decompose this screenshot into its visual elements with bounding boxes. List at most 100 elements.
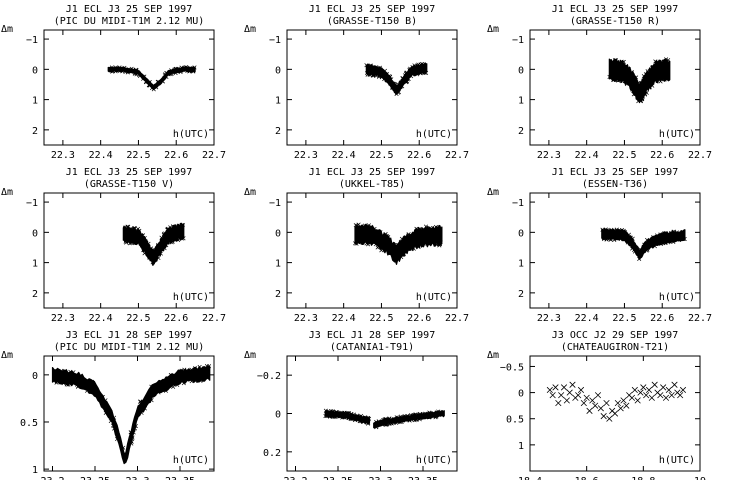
y-tick-label: −1 [269,198,281,209]
plot-frame [286,192,458,309]
x-tick-label: 23.35 [408,476,438,480]
y-tick-label: −1 [512,35,524,46]
chart-subtitle: (PIC DU MIDI-T1M 2.12 MU) [54,16,205,27]
data-point [393,82,398,87]
data-point [394,415,399,420]
data-point [137,72,142,78]
data-point [427,410,432,415]
chart-subtitle: (CATANIA1-T91) [330,342,414,353]
x-tick-label: 22.6 [650,150,674,161]
data-point [366,71,371,76]
data-point [600,413,607,420]
data-point [147,255,152,260]
data-point [614,229,619,234]
data-point [189,379,194,384]
y-axis-label: Δm [487,350,499,361]
data-point [181,381,186,386]
data-point [341,415,346,420]
data-point [610,59,615,64]
x-tick-label: 23.2 [283,476,307,480]
data-point [137,228,142,233]
data-point [341,410,347,415]
chart-title: J3 ECL J1 28 SEP 1997 [309,330,435,341]
data-point [141,76,146,81]
data-point [600,227,605,232]
data-point [353,417,358,422]
x-axis-label: h(UTC) [173,292,209,303]
data-point [141,235,146,240]
data-point [71,370,76,375]
data-point [173,71,178,76]
data-point [407,418,412,423]
data-point [383,422,388,427]
chart-title: J1 ECL J3 25 SEP 1997 [309,167,435,178]
data-point [149,86,155,91]
x-tick-label: 22.6 [164,313,188,324]
y-axis-label: Δm [487,24,499,35]
data-point [389,77,394,82]
data-point [403,414,408,419]
data-point [412,63,417,68]
data-point [672,229,677,234]
data-point [129,240,134,246]
data-point [649,244,654,249]
data-point [173,67,178,72]
data-point [427,225,433,231]
data-point [168,225,173,230]
data-point [417,226,422,231]
data-point [586,407,593,414]
data-point [381,418,386,423]
data-point [55,379,60,384]
data-point [163,231,168,236]
data-point [638,247,643,252]
x-tick-label: 22.3 [294,313,318,324]
chart-title: J3 OCC J2 29 SEP 1997 [552,330,678,341]
data-point [129,441,134,446]
chart-subtitle: (CHATEAUGIRON-T21) [561,342,669,353]
plot-frame [286,29,458,146]
chart-subtitle: (PIC DU MIDI-T1M 2.12 MU) [54,342,205,353]
data-point [382,77,387,82]
data-point [140,233,145,238]
data-point [374,419,379,424]
data-point [127,241,132,246]
data-point [626,66,631,72]
x-axis-label: h(UTC) [173,129,209,140]
y-tick-label: −1 [26,35,38,46]
data-point [679,386,687,394]
data-point [640,95,645,100]
data-point [552,384,559,391]
data-point [629,70,634,75]
data-point [340,415,345,420]
y-tick-label: 0.5 [20,418,38,429]
data-point [184,368,189,373]
data-point [378,230,383,235]
x-tick-label: 23.2 [40,476,64,480]
data-point [369,224,374,229]
plot-frame [43,355,215,472]
y-tick-label: 1 [275,259,281,270]
data-point [634,397,641,404]
y-tick-label: 1 [518,259,524,270]
data-point [603,399,610,407]
x-tick-label: 22.5 [612,313,636,324]
plot-frame [529,192,701,309]
data-point [141,248,146,253]
data-point [580,399,587,407]
data-point [435,225,440,231]
y-tick-label: 1 [275,96,281,107]
data-point [389,421,394,426]
data-point [123,239,128,244]
data-point [134,68,139,73]
data-point [659,59,664,64]
data-point [629,71,634,76]
data-point [415,243,421,248]
data-point [616,78,621,83]
data-point [169,68,174,73]
data-point [618,228,623,234]
data-point [354,223,359,228]
plot-frame [529,29,701,146]
data-point [643,392,650,399]
data-point [654,61,659,66]
